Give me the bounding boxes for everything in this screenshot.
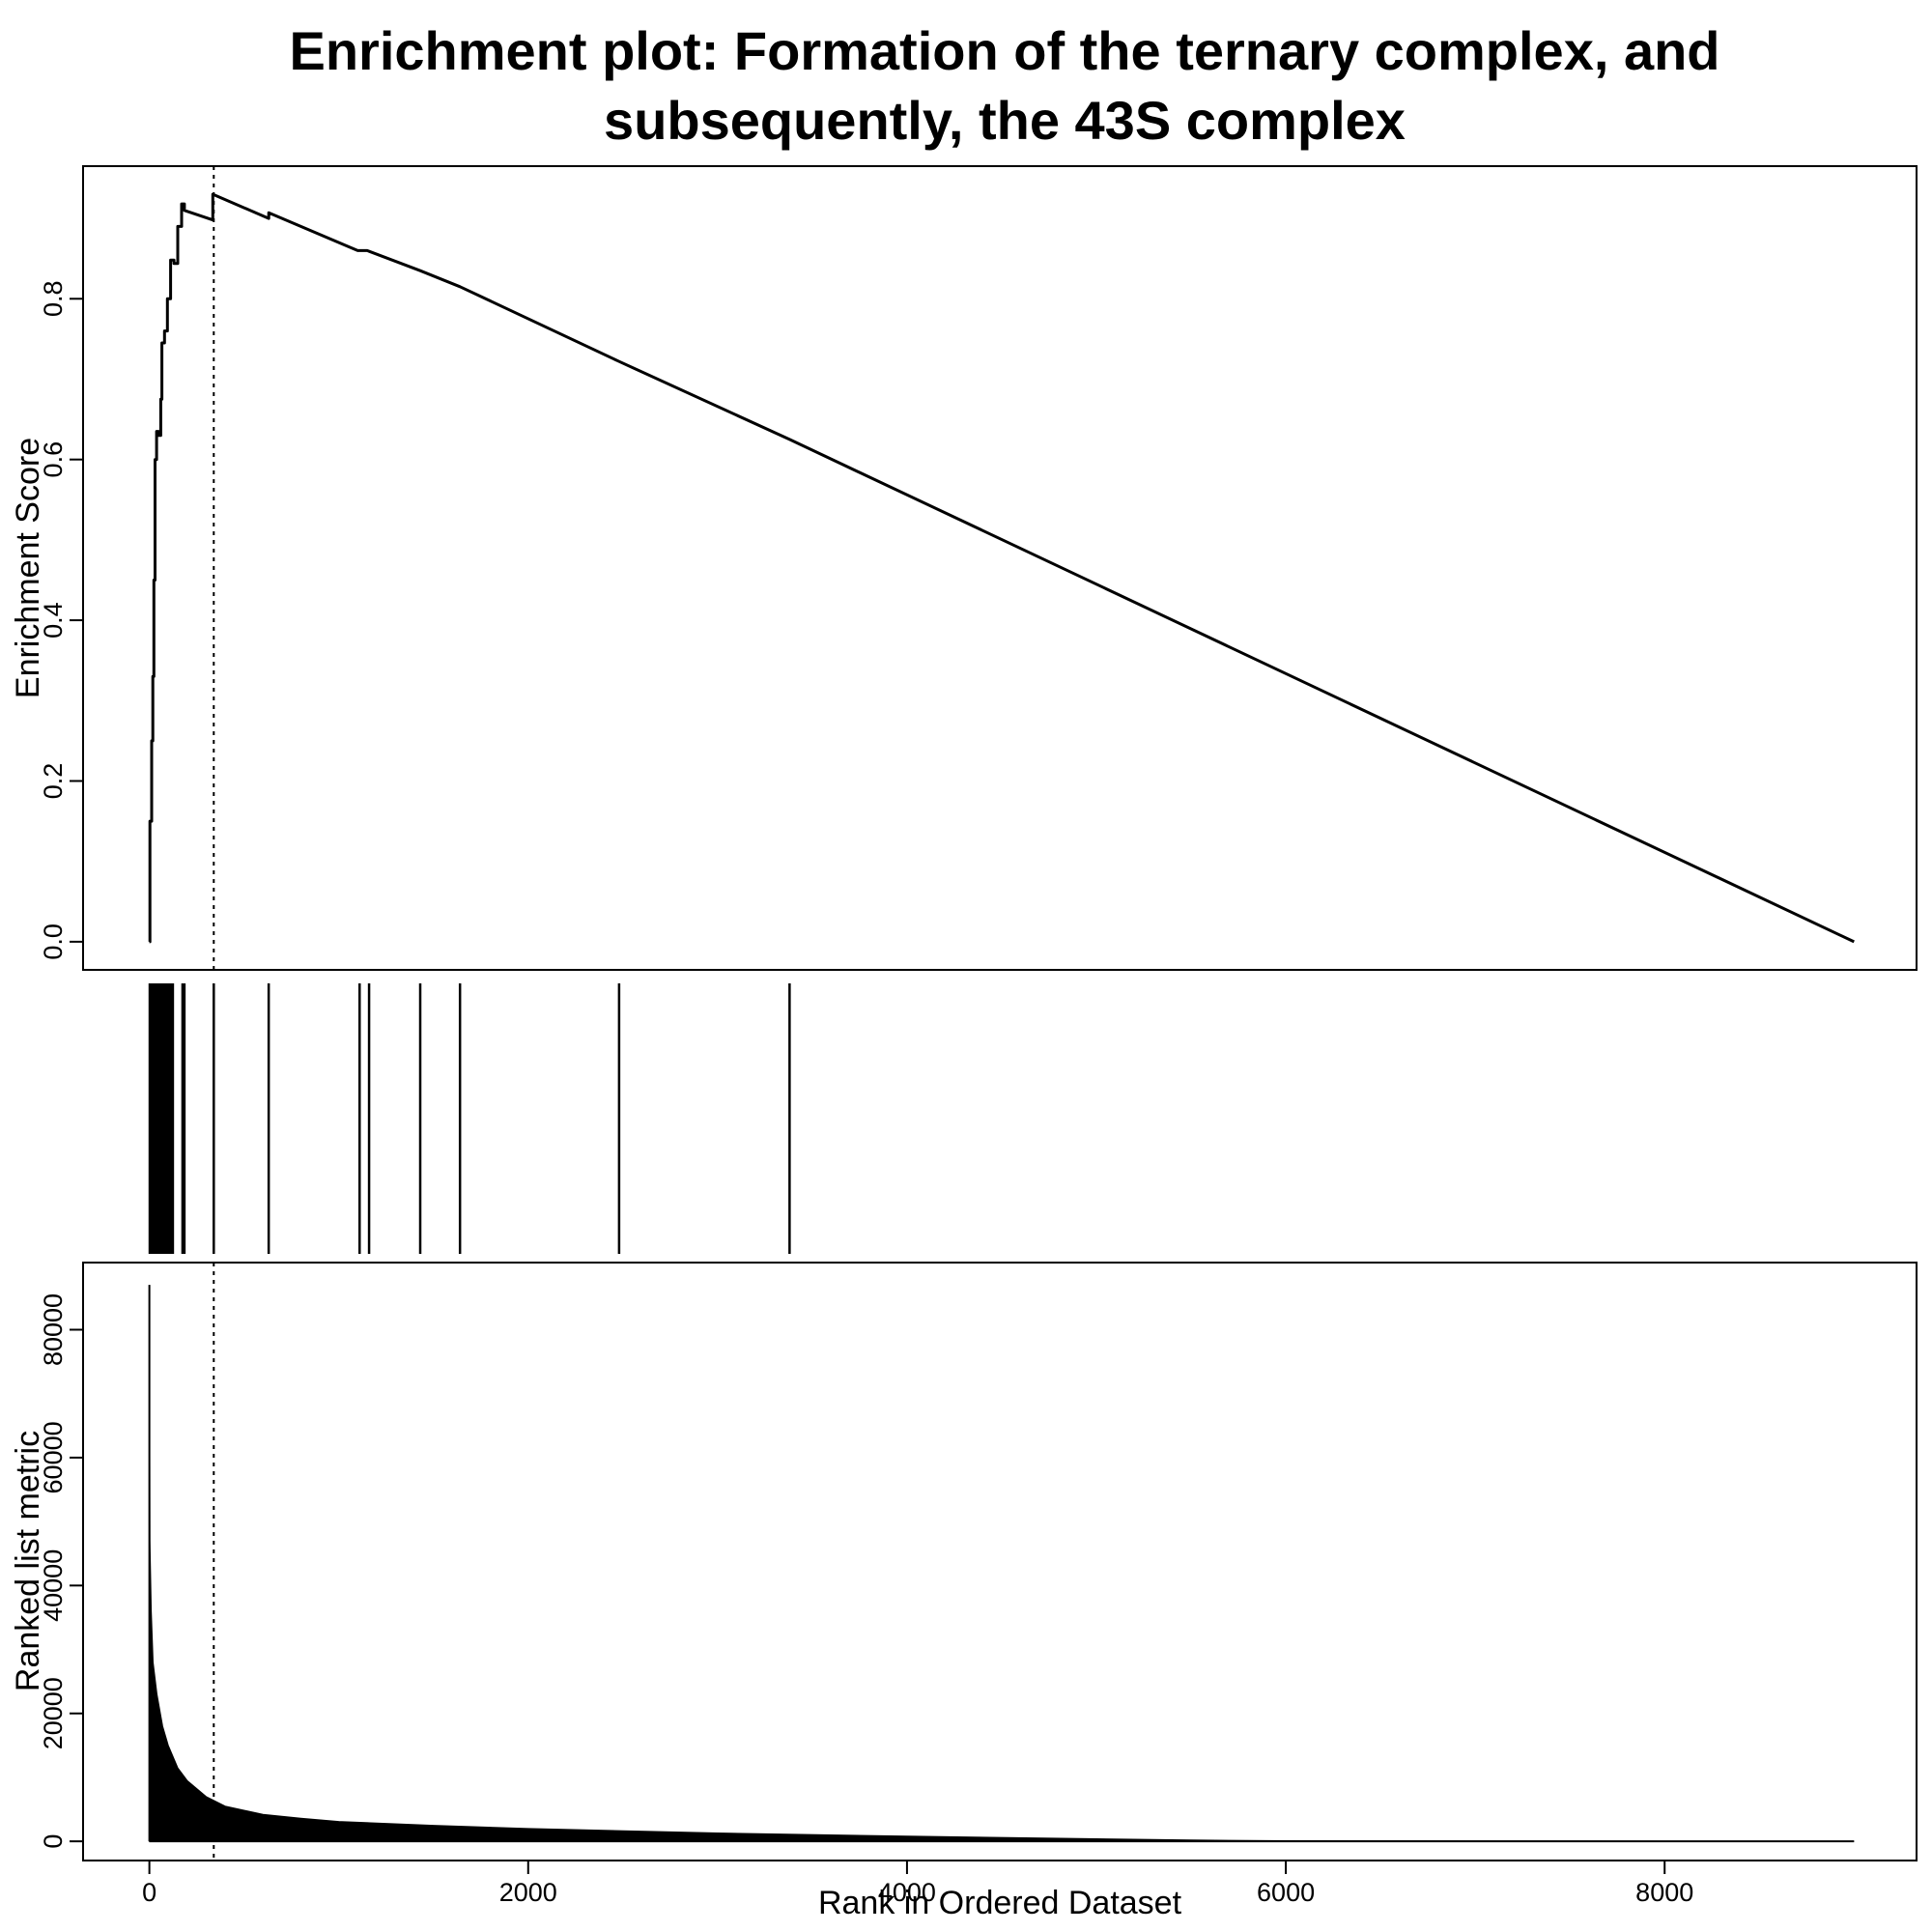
x-tick-label: 0 (142, 1878, 156, 1907)
metric-panel-frame (82, 1262, 1918, 1861)
enrichment-y-tick-label: 0.8 (39, 281, 68, 318)
chart-title-line-2: subsequently, the 43S complex (604, 90, 1406, 151)
metric-panel: 0 20000 40000 60000 80000 (39, 1263, 1855, 1861)
enrichment-panel: 0.0 0.2 0.4 0.6 0.8 (39, 166, 1855, 970)
enrichment-y-tick-label: 0.6 (39, 441, 68, 478)
x-axis: 0 2000 4000 6000 8000 (142, 1861, 1693, 1907)
metric-y-tick-label: 80000 (39, 1293, 68, 1366)
ranked-metric-area (149, 1285, 1855, 1842)
metric-y-tick-label: 20000 (39, 1677, 68, 1749)
enrichment-y-tick-label: 0.0 (39, 923, 68, 960)
metric-y-tick-label: 60000 (39, 1421, 68, 1493)
hits-panel (148, 983, 791, 1254)
enrichment-score-axis-label: Enrichment Score (10, 438, 46, 698)
x-tick-label: 8000 (1635, 1878, 1693, 1907)
metric-y-tick-label: 40000 (39, 1549, 68, 1622)
enrichment-y-tick-label: 0.4 (39, 602, 68, 639)
metric-y-tick-label: 0 (39, 1834, 68, 1849)
enrichment-score-line (148, 192, 1855, 944)
ranked-list-metric-axis-label: Ranked list metric (10, 1431, 46, 1691)
x-tick-label: 4000 (878, 1878, 936, 1907)
enrichment-y-tick-label: 0.2 (39, 763, 68, 800)
x-axis-label: Rank in Ordered Dataset (818, 1885, 1182, 1921)
x-tick-label: 6000 (1257, 1878, 1315, 1907)
enrichment-panel-frame (82, 165, 1918, 971)
chart-title-line-1: Enrichment plot: Formation of the ternar… (289, 20, 1719, 81)
x-tick-label: 2000 (499, 1878, 557, 1907)
